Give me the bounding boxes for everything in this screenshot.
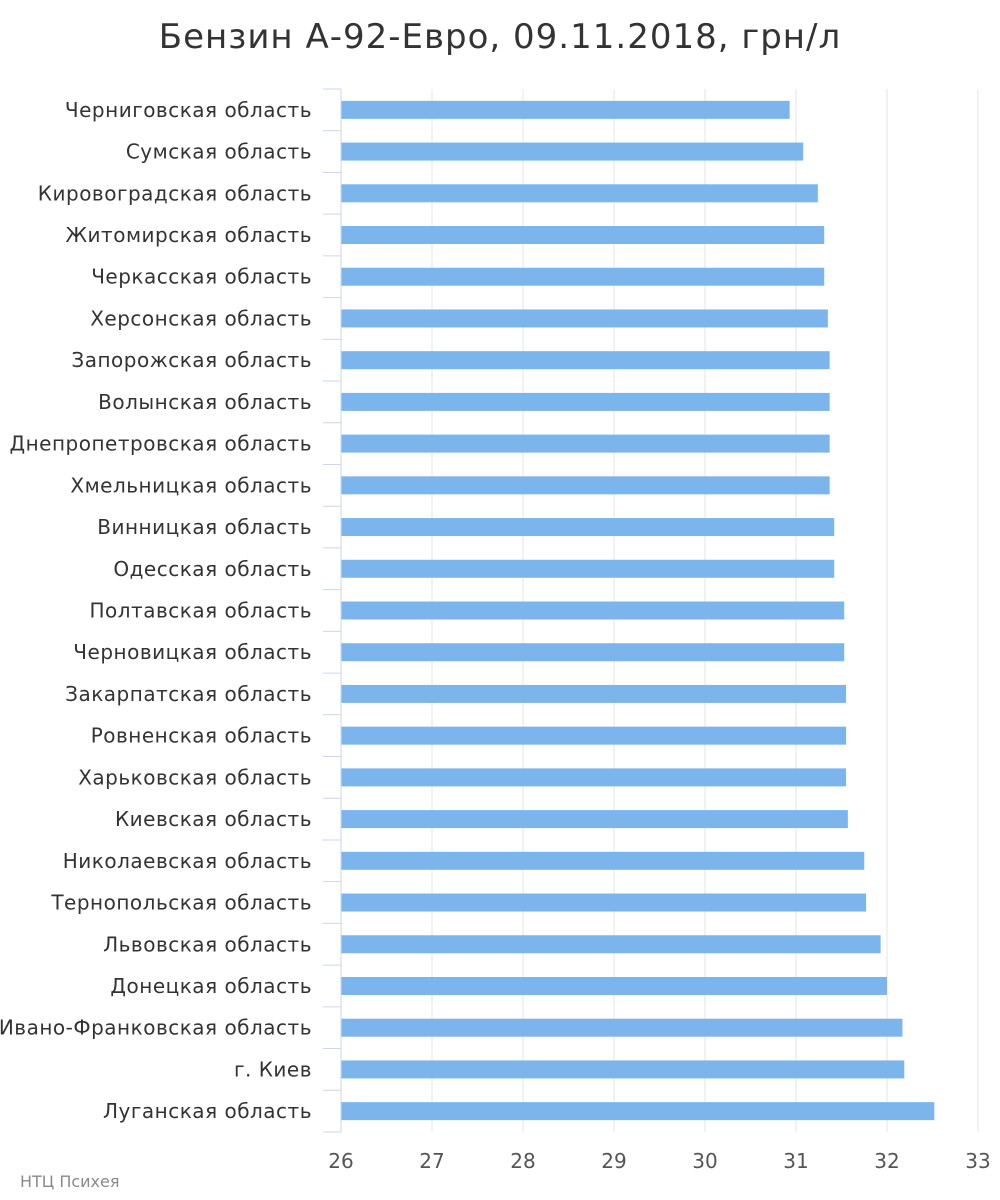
bar-6[interactable] [341,309,828,328]
category-label-11: Винницкая область [97,515,312,539]
category-label-14: Черновицкая область [73,640,312,664]
bar-2[interactable] [341,142,804,161]
category-axis [323,88,342,1133]
x-axis-tick-labels: 26 27 28 29 30 31 32 33 [328,1149,990,1173]
category-label-2: Сумская область [126,140,312,164]
x-tick-label-26: 26 [328,1149,353,1173]
source-credit[interactable]: НТЦ Психея [20,1172,120,1191]
bar-7[interactable] [341,351,830,370]
bar-4[interactable] [341,226,825,245]
bar-1[interactable] [341,100,790,119]
x-tick-label-31: 31 [783,1149,808,1173]
category-label-10: Хмельницкая область [70,473,312,497]
category-label-19: Николаевская область [63,849,312,873]
category-label-17: Харьковская область [78,765,312,789]
x-tick-label-29: 29 [601,1149,626,1173]
category-label-16: Ровненская область [91,724,312,748]
bar-13[interactable] [341,601,845,620]
bar-24[interactable] [341,1060,905,1079]
category-label-24: г. Киев [234,1057,312,1081]
category-label-7: Запорожская область [71,348,312,372]
bar-15[interactable] [341,684,847,703]
category-label-18: Киевская область [115,807,312,831]
bar-3[interactable] [341,184,818,203]
bar-8[interactable] [341,392,830,411]
bar-19[interactable] [341,851,865,870]
bar-23[interactable] [341,1018,903,1037]
bar-11[interactable] [341,518,835,537]
category-label-4: Житомирская область [66,223,312,247]
bar-14[interactable] [341,643,845,662]
bar-series [341,100,935,1121]
x-tick-label-33: 33 [965,1149,990,1173]
category-label-25: Луганская область [103,1099,312,1123]
bar-9[interactable] [341,434,830,453]
category-label-9: Днепропетровская область [9,432,312,456]
category-label-6: Херсонская область [90,306,312,330]
category-label-23: Ивано-Франковская область [0,1016,312,1040]
bar-16[interactable] [341,726,847,745]
category-label-21: Львовская область [103,932,312,956]
x-tick-label-32: 32 [874,1149,899,1173]
category-label-22: Донецкая область [110,974,312,998]
category-label-15: Закарпатская область [65,682,312,706]
bar-10[interactable] [341,476,830,495]
bar-20[interactable] [341,893,867,912]
bar-17[interactable] [341,768,847,787]
category-label-8: Волынская область [98,390,312,414]
x-tick-label-27: 27 [419,1149,444,1173]
bar-25[interactable] [341,1102,935,1121]
category-label-5: Черкасская область [91,265,312,289]
x-tick-label-30: 30 [692,1149,717,1173]
category-label-13: Полтавская область [89,599,312,623]
chart-title: Бензин А-92-Евро, 09.11.2018, грн/л [159,17,841,57]
category-label-3: Кировоградская область [38,181,312,205]
x-tick-label-28: 28 [510,1149,535,1173]
bar-18[interactable] [341,810,848,829]
category-label-1: Черниговская область [65,98,312,122]
bar-21[interactable] [341,935,881,954]
bar-5[interactable] [341,267,825,286]
bar-22[interactable] [341,976,888,995]
category-label-20: Тернопольская область [50,891,312,915]
category-labels: Черниговская область Сумская область Киров… [0,98,312,1123]
category-label-12: Одесская область [113,557,312,581]
bar-12[interactable] [341,559,835,578]
